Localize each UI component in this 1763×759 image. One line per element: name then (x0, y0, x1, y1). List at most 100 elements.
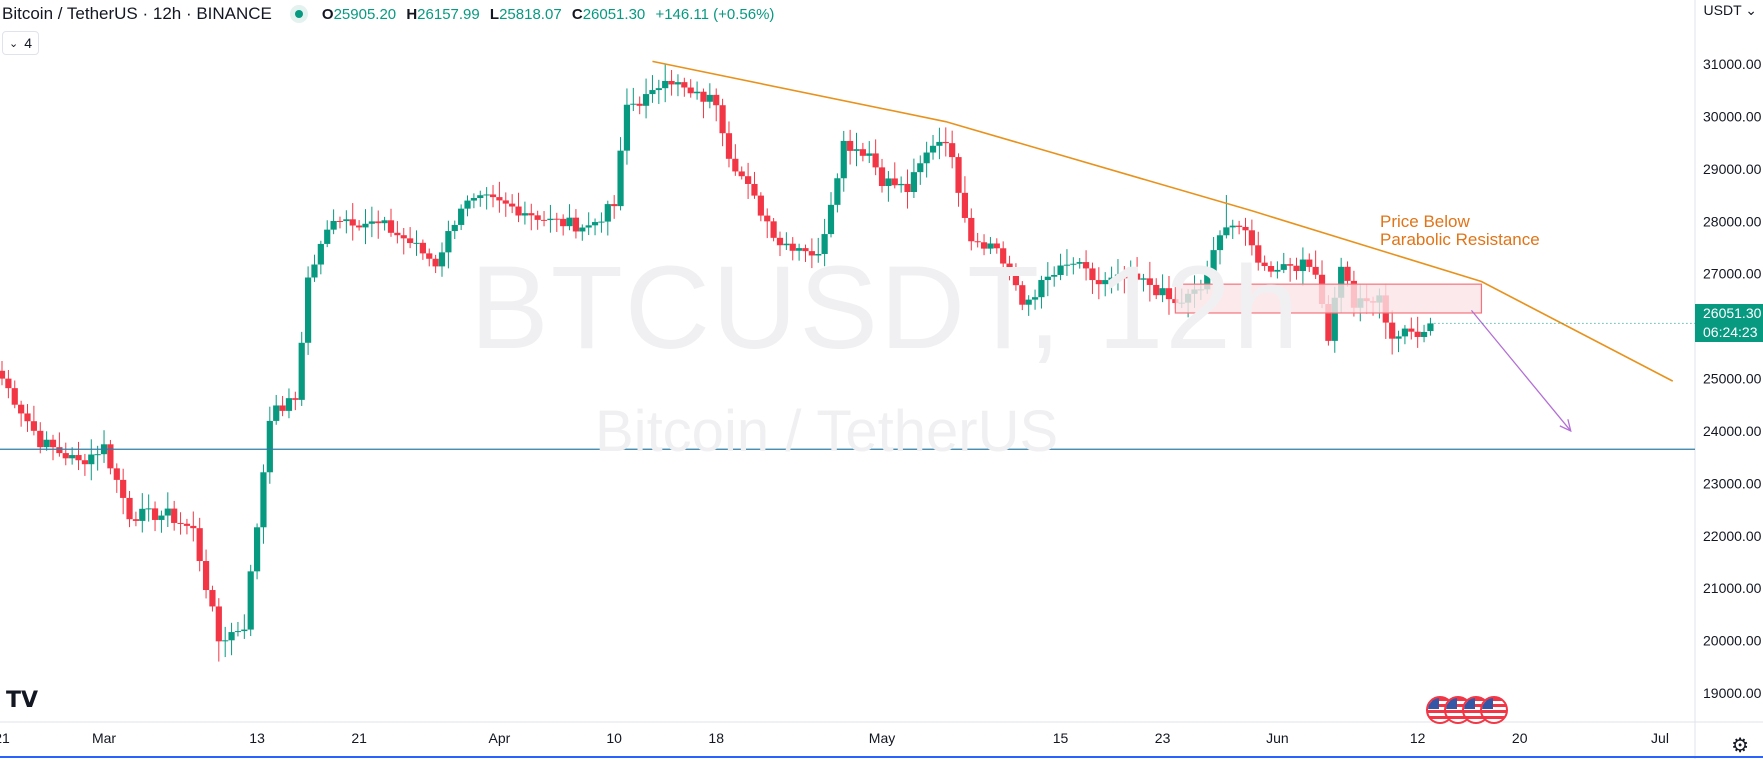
candle-body (993, 243, 1000, 249)
price-tick-label: 24000.00 (1703, 423, 1762, 439)
time-tick-label: Jun (1266, 730, 1289, 746)
candle-body (1312, 266, 1319, 275)
candle-body (202, 561, 210, 591)
candle-body (980, 242, 988, 249)
candle-body (872, 153, 879, 168)
candle-body (1293, 265, 1300, 272)
candle-body (126, 497, 133, 520)
candle-body (37, 430, 44, 448)
candle-body (298, 342, 305, 400)
candle-body (234, 631, 242, 633)
candle-body (1133, 273, 1141, 280)
time-tick-label: 15 (1053, 730, 1069, 746)
candle-body (413, 242, 420, 244)
tradingview-logo[interactable]: TV (6, 688, 39, 713)
candle-body (1389, 322, 1396, 339)
candle-body (611, 204, 618, 207)
candle-body (1331, 297, 1338, 341)
candle-body (662, 80, 669, 89)
candle-body (477, 195, 484, 199)
candle-body (56, 447, 63, 454)
candle-body (725, 133, 733, 159)
us-flag-icon[interactable] (1480, 696, 1508, 724)
candle-body (1420, 331, 1428, 337)
candle-body (891, 178, 898, 186)
candle-body (719, 105, 726, 134)
candle-body (190, 525, 197, 529)
candle-body (604, 204, 611, 222)
chart-annotation[interactable]: Price Below Parabolic Resistance (1380, 213, 1540, 249)
price-tick-label: 25000.00 (1703, 371, 1762, 387)
candle-body (381, 220, 388, 224)
candle-body (904, 183, 911, 193)
candle-body (75, 455, 82, 461)
projection-arrow (1470, 309, 1572, 432)
candle-body (598, 221, 605, 223)
time-tick-label: Jul (1651, 730, 1669, 746)
candle-body (1012, 275, 1020, 286)
gear-icon[interactable]: ⚙ (1731, 735, 1749, 757)
candle-body (1287, 264, 1294, 266)
chevron-down-icon: ⌄ (9, 37, 19, 50)
candle-body (1401, 328, 1409, 337)
candle-body (343, 219, 350, 222)
candle-body (5, 378, 12, 389)
candle-body (1082, 262, 1090, 269)
candle-body (623, 104, 631, 151)
chevron-down-icon: ⌄ (1741, 2, 1757, 18)
candle-body (929, 145, 937, 153)
indicators-toggle-button[interactable]: ⌄ 4 (2, 31, 40, 55)
candle-body (489, 194, 497, 198)
economic-events[interactable] (1426, 696, 1508, 724)
candle-body (834, 178, 841, 205)
candle-body (69, 455, 76, 459)
candle-body (158, 515, 165, 520)
candle-body (509, 203, 516, 207)
parabolic-resistance-line (652, 60, 1674, 382)
candle-body (464, 200, 471, 209)
candle-body (394, 232, 401, 236)
candle-body (681, 82, 688, 88)
candle-body (572, 217, 580, 232)
candle-body (171, 508, 178, 523)
candle-body (209, 590, 216, 607)
time-tick-label: 21 (351, 730, 367, 746)
candle-body (553, 218, 560, 220)
candle-body (936, 141, 943, 146)
candle-body (1140, 278, 1147, 280)
candle-body (1223, 227, 1230, 236)
candle-body (502, 200, 509, 204)
candle-body (1267, 266, 1275, 272)
open-value: 25905.20 (333, 5, 397, 23)
candle-body (336, 220, 344, 222)
currency-selector[interactable]: USDT ⌄ (1704, 2, 1757, 19)
candle-body (1338, 266, 1345, 298)
candle-body (387, 220, 395, 233)
market-status-icon[interactable] (289, 5, 308, 23)
candle-body (113, 468, 120, 480)
candle-body (636, 103, 643, 106)
candle-body (330, 220, 337, 230)
candle-body (1019, 285, 1026, 305)
candle-body (1146, 278, 1153, 285)
candle-body (1044, 276, 1051, 281)
price-tick-label: 28000.00 (1703, 213, 1762, 229)
candle-body (1325, 304, 1332, 341)
candle-body (796, 248, 803, 251)
candle-body (1427, 323, 1434, 332)
candle-body (1063, 264, 1071, 266)
candle-body (362, 223, 369, 228)
candle-body (910, 172, 917, 193)
candle-body (1261, 262, 1268, 267)
price-tick-label: 20000.00 (1703, 633, 1762, 649)
candle-body (18, 404, 25, 414)
time-tick-label: 10 (606, 730, 622, 746)
symbol-title[interactable]: Bitcoin / TetherUS · 12h · BINANCE (2, 4, 272, 23)
candle-body (1057, 265, 1064, 275)
candle-body (955, 157, 962, 193)
candle-body (445, 231, 452, 253)
candle-body (898, 183, 905, 186)
candle-body (273, 405, 280, 421)
last-price-value: 26051.30 (1703, 305, 1762, 322)
